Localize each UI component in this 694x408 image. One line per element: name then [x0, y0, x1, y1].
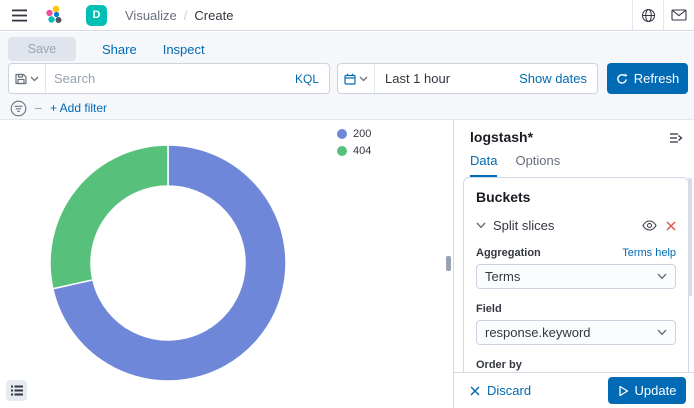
- vis-actions-row: Save Share Inspect: [8, 36, 205, 62]
- split-slices-actions: [642, 220, 676, 231]
- update-label: Update: [634, 383, 677, 398]
- inspect-button[interactable]: Inspect: [162, 41, 205, 57]
- legend-dot-icon: [337, 146, 347, 156]
- discard-label: Discard: [487, 383, 532, 398]
- envelope-icon: [671, 9, 687, 21]
- share-button[interactable]: Share: [102, 41, 137, 57]
- date-quick-menu-button[interactable]: [338, 64, 375, 93]
- chart-legend: 200 404: [337, 128, 371, 157]
- breadcrumb: Visualize / Create: [125, 8, 233, 23]
- donut-chart: [49, 144, 287, 382]
- field-label: Field: [476, 303, 502, 315]
- terms-help-link[interactable]: Terms help: [622, 247, 676, 259]
- buckets-panel: Buckets Split slices: [463, 177, 689, 401]
- close-icon: [470, 386, 480, 395]
- elastic-logo-icon: [46, 5, 62, 23]
- order-by-label-row: Order by: [476, 359, 676, 371]
- donut-slice-200[interactable]: [51, 144, 287, 382]
- split-slices-accordion[interactable]: Split slices: [476, 218, 676, 233]
- time-range-value[interactable]: Last 1 hour: [385, 71, 451, 86]
- date-picker: Last 1 hour Show dates: [337, 63, 598, 94]
- chevron-down-icon: [657, 329, 667, 336]
- index-pattern-title: logstash*: [470, 129, 534, 145]
- refresh-label: Refresh: [633, 71, 680, 86]
- discard-button[interactable]: Discard: [470, 383, 531, 398]
- search-bar: KQL: [8, 63, 330, 94]
- chevron-down-icon: [657, 273, 667, 280]
- query-bar: KQL Last 1 hour Show dates: [8, 63, 688, 94]
- elastic-logo[interactable]: [38, 0, 72, 30]
- query-language-button[interactable]: KQL: [294, 71, 319, 86]
- donut-slice-404[interactable]: [49, 144, 169, 290]
- toolbar-band: Save Share Inspect KQL: [0, 32, 694, 120]
- toggle-legend-button[interactable]: [6, 380, 27, 401]
- chevron-down-icon: [476, 222, 486, 229]
- hamburger-menu-icon[interactable]: [0, 0, 38, 30]
- split-slices-label: Split slices: [493, 218, 555, 233]
- close-icon: [666, 220, 676, 231]
- breadcrumb-current: Create: [194, 7, 234, 23]
- buckets-title: Buckets: [476, 189, 531, 205]
- collapse-editor-icon[interactable]: [666, 129, 686, 147]
- field-label-row: Field: [476, 303, 676, 315]
- filter-bar: + Add filter: [10, 98, 107, 118]
- panel-resizer-handle[interactable]: [446, 256, 451, 271]
- visualization-canvas: 200 404: [0, 120, 453, 408]
- space-badge[interactable]: D: [86, 4, 107, 26]
- filter-dash-divider: [35, 107, 42, 109]
- breadcrumb-section[interactable]: Visualize: [125, 7, 177, 23]
- help-button[interactable]: [632, 0, 663, 30]
- legend-label: 404: [353, 145, 372, 157]
- order-by-label: Order by: [476, 359, 522, 371]
- tab-data[interactable]: Data: [470, 153, 498, 177]
- aggregation-select[interactable]: Terms: [476, 264, 676, 289]
- chevron-down-icon: [359, 76, 368, 81]
- field-value: response.keyword: [485, 325, 591, 340]
- legend-item[interactable]: 200: [337, 128, 371, 140]
- add-filter-button[interactable]: + Add filter: [50, 101, 108, 115]
- legend-dot-icon: [337, 129, 347, 139]
- update-button[interactable]: Update: [608, 377, 686, 404]
- legend-label: 200: [353, 128, 372, 140]
- aggregation-label-row: Aggregation Terms help: [476, 247, 676, 259]
- list-icon: [10, 385, 23, 396]
- legend-item[interactable]: 404: [337, 145, 371, 157]
- calendar-icon: [344, 73, 356, 85]
- app-header: D Visualize / Create: [0, 0, 694, 31]
- menu-right-icon: [670, 133, 683, 143]
- filter-icon[interactable]: [10, 100, 27, 117]
- hamburger-menu-glyph: [11, 9, 27, 21]
- save-query-icon: [15, 73, 27, 84]
- refresh-button[interactable]: Refresh: [607, 63, 688, 94]
- show-dates-button[interactable]: Show dates: [519, 71, 587, 86]
- editor-footer: Discard Update: [454, 372, 694, 408]
- field-select[interactable]: response.keyword: [476, 320, 676, 345]
- save-button[interactable]: Save: [8, 37, 76, 61]
- toggle-visibility-button[interactable]: [642, 220, 657, 231]
- play-icon: [618, 385, 628, 396]
- remove-bucket-button[interactable]: [666, 220, 676, 231]
- breadcrumb-separator: /: [183, 7, 188, 23]
- eye-icon: [642, 220, 657, 231]
- editor-tabs: Data Options: [470, 153, 560, 177]
- chevron-down-icon: [30, 76, 39, 81]
- editor-scrollbar-thumb[interactable]: [688, 178, 692, 296]
- newsfeed-button[interactable]: [663, 0, 694, 30]
- saved-query-menu-button[interactable]: [9, 64, 46, 93]
- header-nav-controls: [632, 0, 694, 30]
- vis-editor-panel: logstash* Data Options Buckets Split sli…: [453, 120, 694, 408]
- refresh-icon: [616, 73, 628, 84]
- globe-help-icon: [641, 8, 655, 22]
- search-input[interactable]: [46, 71, 285, 86]
- aggregation-value: Terms: [485, 269, 521, 284]
- aggregation-label: Aggregation: [476, 247, 541, 259]
- tab-options[interactable]: Options: [515, 153, 561, 168]
